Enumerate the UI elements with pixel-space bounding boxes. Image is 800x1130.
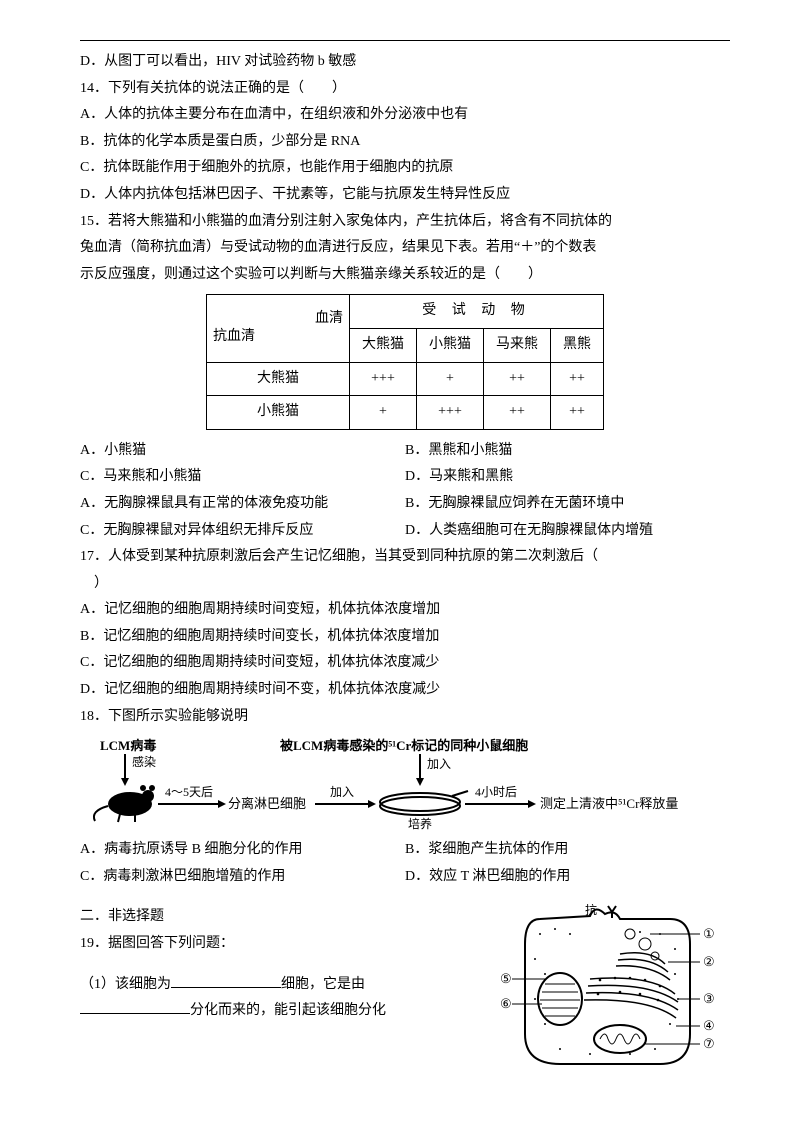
col-header: 小熊猫: [417, 328, 484, 362]
option-text: C．马来熊和小熊猫: [80, 464, 405, 491]
option-text: D．马来熊和黑熊: [405, 464, 730, 491]
question-17-cont: ）: [80, 571, 730, 598]
figure-19: 抗: [500, 904, 730, 1085]
fig19-label-3: ③: [703, 991, 715, 1006]
cell: ++: [484, 396, 551, 430]
fig19-anti-label: 抗: [585, 904, 597, 917]
question-15: 15．若将大熊猫和小熊猫的血清分别注射入家兔体内，产生抗体后，将含有不同抗体的: [80, 209, 730, 236]
options-15: A．小熊猫 B．黑熊和小熊猫: [80, 438, 730, 465]
option-text: D．记忆细胞的细胞周期持续时间不变，机体抗体浓度减少: [80, 677, 730, 704]
mouse-icon: [94, 785, 155, 822]
option-text: D．效应 T 淋巴细胞的作用: [405, 864, 730, 891]
option-text: B．黑熊和小熊猫: [405, 438, 730, 465]
options-18: A．病毒抗原诱导 B 细胞分化的作用 B．浆细胞产生抗体的作用: [80, 837, 730, 864]
option-text: A．小熊猫: [80, 438, 405, 465]
section-2-heading: 二．非选择题: [80, 904, 500, 931]
col-header: 黑熊: [551, 328, 604, 362]
cell: +: [417, 362, 484, 396]
fig-lcm-label: LCM病毒: [100, 738, 156, 753]
fig19-label-5: ⑤: [500, 971, 512, 986]
spacer: [80, 958, 500, 972]
fig-hours-label: 4小时后: [475, 785, 517, 799]
option-text: C．无胸腺裸鼠对异体组织无排斥反应: [80, 518, 405, 545]
q19-text: 分化而来的，能引起该细胞分化: [190, 1003, 386, 1018]
table-row: 大熊猫 +++ + ++ ++: [207, 362, 604, 396]
mitochondrion-icon: [594, 1025, 646, 1053]
cell: ++: [551, 396, 604, 430]
col-header: 马来熊: [484, 328, 551, 362]
fig-days-label: 4～5天后: [165, 785, 213, 799]
reaction-table: 血清 抗血清 受 试 动 物 大熊猫 小熊猫 马来熊 黑熊 大熊猫 +++ + …: [206, 294, 604, 429]
cell: +: [350, 396, 417, 430]
fig-infect-label: 感染: [132, 754, 156, 769]
cell: ++: [551, 362, 604, 396]
option-text: A．无胸腺裸鼠具有正常的体液免疫功能: [80, 491, 405, 518]
q19-text: 细胞，它是由: [281, 977, 365, 992]
spacer: [80, 890, 730, 904]
option-text: C．抗体既能作用于细胞外的抗原，也能作用于细胞内的抗原: [80, 155, 730, 182]
option-text: C．记忆细胞的细胞周期持续时间变短，机体抗体浓度减少: [80, 650, 730, 677]
question-15-cont: 兔血清（简称抗血清）与受试动物的血清进行反应，结果见下表。若用“＋”的个数表: [80, 235, 730, 262]
cell: +++: [417, 396, 484, 430]
q19-sub1-cont: 分化而来的，能引起该细胞分化: [80, 998, 500, 1025]
fig19-label-6: ⑥: [500, 996, 512, 1011]
option-text: A．病毒抗原诱导 B 细胞分化的作用: [80, 837, 405, 864]
experiment-diagram: LCM病毒 感染 4～5天后 分离淋巴细胞 加入: [80, 736, 720, 831]
blank-field[interactable]: [80, 999, 190, 1014]
q19-block: 二．非选择题 19．据图回答下列问题： （1）该细胞为 细胞，它是由 分化而来的，…: [80, 904, 730, 1085]
cell: +++: [350, 362, 417, 396]
option-text: C．病毒刺激淋巴细胞增殖的作用: [80, 864, 405, 891]
option-text: A．记忆细胞的细胞周期持续时间变短，机体抗体浓度增加: [80, 597, 730, 624]
fig-measure-label: 测定上清液中⁵¹Cr释放量: [540, 796, 678, 811]
fig-add-label: 加入: [330, 785, 354, 799]
figure-18: LCM病毒 感染 4～5天后 分离淋巴细胞 加入: [80, 736, 730, 831]
question-15-cont: 示反应强度，则通过这个实验可以判断与大熊猫亲缘关系较近的是（ ）: [80, 262, 730, 289]
option-text: B．记忆细胞的细胞周期持续时间变长，机体抗体浓度增加: [80, 624, 730, 651]
q19-text: （1）该细胞为: [80, 977, 171, 992]
fig19-label-1: ①: [703, 926, 715, 941]
fig-add2-label: 加入: [427, 757, 451, 771]
blank-field[interactable]: [171, 973, 281, 988]
question-17: 17．人体受到某种抗原刺激后会产生记忆细胞，当其受到同种抗原的第二次刺激后（: [80, 544, 730, 571]
col-header: 大熊猫: [350, 328, 417, 362]
options-16: A．无胸腺裸鼠具有正常的体液免疫功能 B．无胸腺裸鼠应饲养在无菌环境中: [80, 491, 730, 518]
table-diag-header: 血清 抗血清: [207, 295, 350, 362]
exam-page: D．从图丁可以看出，HIV 对试验药物 b 敏感 14．下列有关抗体的说法正确的…: [0, 0, 800, 1105]
top-rule: [80, 40, 730, 41]
table-row: 小熊猫 + +++ ++ ++: [207, 396, 604, 430]
q19-sub1: （1）该细胞为 细胞，它是由: [80, 972, 500, 999]
option-text: D．人体内抗体包括淋巴因子、干扰素等，它能与抗原发生特异性反应: [80, 182, 730, 209]
option-text: B．抗体的化学本质是蛋白质，少部分是 RNA: [80, 129, 730, 156]
cell: ++: [484, 362, 551, 396]
fig19-label-4: ④: [703, 1018, 715, 1033]
fig-separate-label: 分离淋巴细胞: [228, 796, 306, 811]
question-14: 14．下列有关抗体的说法正确的是（ ）: [80, 76, 730, 103]
options-16: C．无胸腺裸鼠对异体组织无排斥反应 D．人类癌细胞可在无胸腺裸鼠体内增殖: [80, 518, 730, 545]
option-text: B．无胸腺裸鼠应饲养在无菌环境中: [405, 491, 730, 518]
option-text: B．浆细胞产生抗体的作用: [405, 837, 730, 864]
row-label: 小熊猫: [207, 396, 350, 430]
petri-dish-icon: [380, 791, 468, 815]
options-18: C．病毒刺激淋巴细胞增殖的作用 D．效应 T 淋巴细胞的作用: [80, 864, 730, 891]
option-text: D．从图丁可以看出，HIV 对试验药物 b 敏感: [80, 49, 730, 76]
fig-culture-label: 培养: [408, 816, 432, 831]
option-text: A．人体的抗体主要分布在血清中，在组织液和外分泌液中也有: [80, 102, 730, 129]
question-18: 18．下图所示实验能够说明: [80, 704, 730, 731]
fig19-label-2: ②: [703, 954, 715, 969]
options-15: C．马来熊和小熊猫 D．马来熊和黑熊: [80, 464, 730, 491]
table-header-span: 受 试 动 物: [350, 295, 604, 329]
fig19-label-7: ⑦: [703, 1036, 715, 1051]
nucleus-icon: [538, 973, 582, 1025]
question-19: 19．据图回答下列问题：: [80, 931, 500, 958]
fig-target-label: 被LCM病毒感染的⁵¹Cr标记的同种小鼠细胞: [279, 738, 528, 753]
option-text: D．人类癌细胞可在无胸腺裸鼠体内增殖: [405, 518, 730, 545]
cell-diagram: 抗: [500, 904, 725, 1074]
row-label: 大熊猫: [207, 362, 350, 396]
